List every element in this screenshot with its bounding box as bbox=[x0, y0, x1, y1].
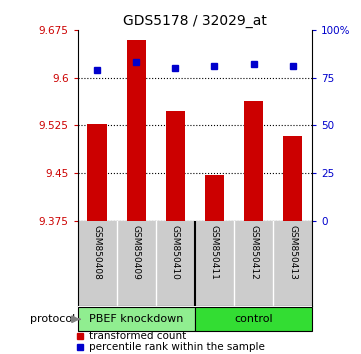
Text: GSM850411: GSM850411 bbox=[210, 225, 219, 280]
Bar bbox=[87, 124, 107, 221]
Text: GSM850410: GSM850410 bbox=[171, 225, 180, 280]
Bar bbox=[205, 175, 224, 221]
Title: GDS5178 / 32029_at: GDS5178 / 32029_at bbox=[123, 14, 267, 28]
Bar bbox=[126, 40, 146, 221]
Text: protocol: protocol bbox=[30, 314, 75, 324]
Text: transformed count: transformed count bbox=[90, 331, 187, 341]
Text: GSM850412: GSM850412 bbox=[249, 225, 258, 280]
Text: control: control bbox=[234, 314, 273, 324]
Bar bbox=[244, 101, 264, 221]
Bar bbox=[78, 307, 195, 331]
Bar bbox=[195, 307, 312, 331]
Text: GSM850408: GSM850408 bbox=[93, 225, 102, 280]
Text: PBEF knockdown: PBEF knockdown bbox=[89, 314, 183, 324]
Text: GSM850413: GSM850413 bbox=[288, 225, 297, 280]
Bar bbox=[283, 136, 303, 221]
Bar bbox=[166, 112, 185, 221]
Text: percentile rank within the sample: percentile rank within the sample bbox=[90, 342, 265, 352]
Text: GSM850409: GSM850409 bbox=[132, 225, 141, 280]
